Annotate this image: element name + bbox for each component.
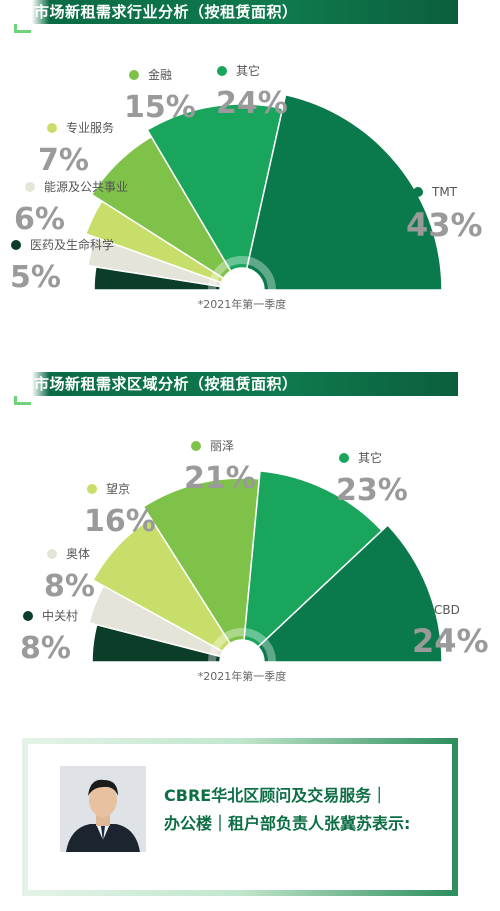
legend-dot: [25, 182, 35, 192]
percent-label: 15%: [124, 90, 196, 125]
category-label: 望京: [106, 482, 130, 496]
percent-label: 24%: [412, 622, 489, 660]
percent-label: 5%: [10, 260, 61, 295]
legend-dot: [413, 187, 423, 197]
legend-dot: [47, 549, 57, 559]
quote-text: CBRE华北区顾问及交易服务｜ 办公楼｜租户部负责人张冀苏表示:: [164, 782, 454, 838]
legend-dot: [217, 66, 227, 76]
legend-dot: [191, 441, 201, 451]
legend-dot: [47, 123, 57, 133]
percent-label: 24%: [216, 86, 288, 121]
category-label: 奥体: [66, 547, 90, 561]
legend-dot: [129, 70, 139, 80]
legend-dot: [339, 453, 349, 463]
category-label: 金融: [148, 67, 172, 82]
baseline-cover: [0, 290, 500, 330]
percent-label: 16%: [84, 504, 156, 539]
percent-label: 23%: [336, 473, 408, 508]
category-label: 其它: [358, 450, 382, 465]
slice-3: [92, 517, 232, 653]
legend-dot: [23, 611, 33, 621]
header-bracket: [14, 388, 31, 405]
quote-box: CBRE华北区顾问及交易服务｜ 办公楼｜租户部负责人张冀苏表示:: [22, 738, 458, 896]
baseline-cover: [0, 662, 500, 702]
quote-line-1: CBRE华北区顾问及交易服务｜: [164, 786, 388, 805]
portrait-photo: [60, 766, 146, 852]
period-note: *2021年第一季度: [198, 669, 287, 683]
period-note: *2021年第一季度: [198, 297, 287, 311]
quote-line-2: 办公楼｜租户部负责人张冀苏表示:: [164, 814, 411, 833]
legend-dot: [11, 240, 21, 250]
percent-label: 43%: [406, 206, 483, 244]
header-bar: [14, 372, 458, 396]
category-label: 能源及公共事业: [44, 180, 128, 194]
percent-label: 8%: [44, 569, 95, 604]
percent-label: 21%: [184, 461, 256, 496]
legend-dot: [87, 484, 97, 494]
header-bar: [14, 0, 458, 24]
category-label: 医药及生命科学: [30, 237, 114, 252]
category-label: 专业服务: [66, 120, 114, 135]
industry-chart: 医药及生命科学 5% 能源及公共事业 6% 专业服务 7% 金融 15% 其它 24% TMT 43%…: [0, 63, 500, 330]
percent-label: 7%: [38, 143, 89, 178]
category-label: 丽泽: [210, 439, 234, 453]
legend-dot: [415, 605, 425, 615]
district-chart: 中关村 8% 奥体 8% 望京 16% 丽泽 21% 其它 23% CBD 24% *2021年第一季度: [0, 439, 500, 702]
category-label: 其它: [236, 63, 260, 78]
section-title: 市场新租需求区域分析（按租赁面积）: [34, 375, 298, 393]
section-title: 市场新租需求行业分析（按租赁面积）: [34, 3, 298, 21]
category-label: TMT: [431, 185, 458, 199]
category-label: CBD: [434, 603, 460, 617]
header-bracket: [14, 16, 31, 33]
percent-label: 8%: [20, 631, 71, 666]
percent-label: 6%: [14, 202, 65, 237]
category-label: 中关村: [42, 608, 78, 623]
